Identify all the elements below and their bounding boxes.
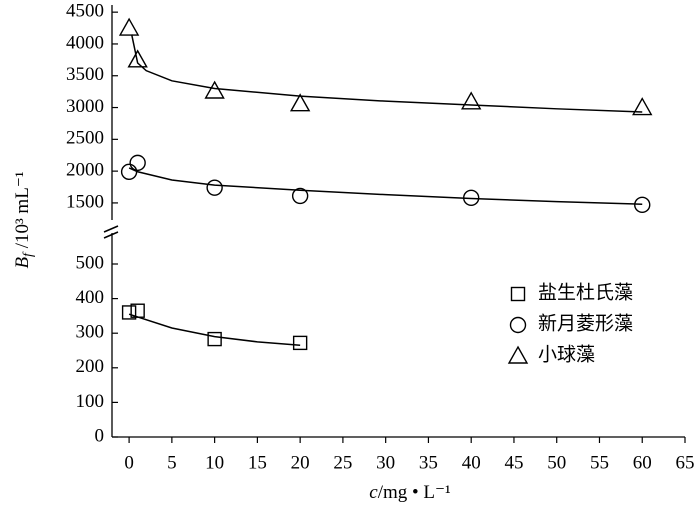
circle-marker	[129, 154, 146, 172]
y-tick-label: 300	[76, 322, 105, 343]
legend-label: 盐生杜氏藻	[538, 281, 633, 303]
x-tick-label: 40	[462, 452, 481, 473]
square-marker	[121, 305, 137, 320]
y-tick-upper-label: 1500	[66, 191, 104, 212]
y-label-symbol: B	[12, 257, 33, 269]
x-tick-label: 20	[291, 452, 310, 473]
x-tick-label: 50	[547, 452, 566, 473]
square-marker	[130, 303, 145, 318]
square-marker	[292, 335, 308, 351]
x-tick-label: 65	[676, 452, 695, 473]
x-tick-label: 45	[504, 452, 523, 473]
y-tick-label: 200	[76, 356, 105, 377]
y-tick-label: 400	[76, 287, 105, 308]
square-marker	[207, 331, 222, 347]
fit-curve	[130, 34, 643, 113]
x-axis-label: c/mg • L⁻¹	[369, 482, 451, 503]
circle-marker	[462, 189, 480, 207]
y-tick-upper-label: 3000	[66, 96, 104, 117]
circle-marker	[291, 187, 309, 205]
circle-marker	[634, 196, 651, 214]
legend-marker	[510, 286, 526, 302]
triangle-marker	[632, 97, 653, 116]
legend-marker	[507, 345, 529, 364]
circle-marker	[120, 163, 138, 180]
y-tick-label: 500	[76, 252, 105, 273]
y-tick-upper-label: 2000	[66, 159, 104, 180]
y-tick-upper-label: 3500	[66, 64, 104, 85]
circle-marker	[206, 179, 223, 196]
x-tick-label: 35	[419, 452, 438, 473]
triangle-marker	[204, 80, 225, 99]
x-tick-label: 5	[167, 452, 177, 473]
y-tick-label: 0	[95, 425, 105, 446]
y-tick-upper-label: 4000	[66, 32, 104, 53]
fit-curve	[128, 167, 643, 205]
x-label-symbol: c	[369, 482, 378, 503]
triangle-marker	[118, 17, 140, 36]
x-tick-label: 25	[333, 452, 352, 473]
x-tick-label: 0	[124, 452, 134, 473]
x-tick-label: 60	[633, 452, 652, 473]
y-axis-label: Bf /10³ mL⁻¹	[12, 171, 36, 268]
x-tick-label: 15	[248, 452, 267, 473]
fit-curve	[128, 313, 301, 347]
axis-break	[103, 231, 119, 239]
legend-marker	[509, 316, 527, 334]
x-tick-label: 30	[376, 452, 395, 473]
y-tick-upper-label: 2500	[66, 128, 104, 149]
x-tick-label: 10	[205, 452, 224, 473]
y-tick-label: 100	[76, 391, 105, 412]
legend-label: 新月菱形藻	[538, 312, 633, 334]
axis-break	[103, 225, 119, 233]
y-label-subscript: f	[21, 251, 36, 257]
triangle-marker	[127, 49, 148, 68]
x-tick-label: 55	[590, 452, 609, 473]
y-tick-upper-label: 4500	[66, 1, 104, 22]
triangle-marker	[460, 91, 482, 110]
y-label-unit: /10³ mL⁻¹	[12, 171, 33, 253]
triangle-marker	[289, 93, 311, 112]
x-label-unit: /mg • L⁻¹	[378, 482, 451, 503]
legend-label: 小球藻	[538, 343, 595, 365]
